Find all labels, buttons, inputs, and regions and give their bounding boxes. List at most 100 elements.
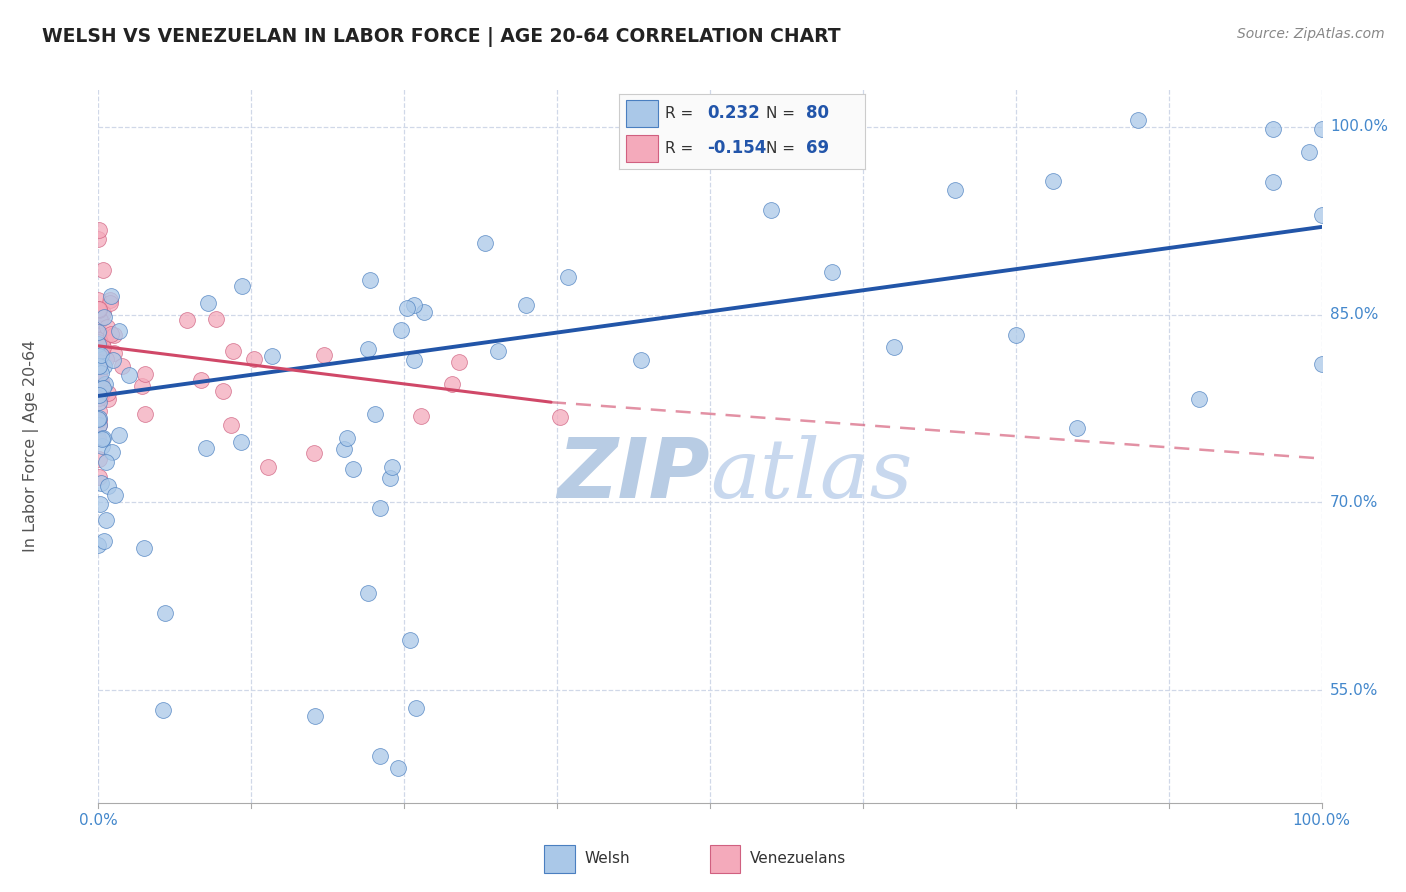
Point bbox=[87, 355, 110, 369]
Point bbox=[93, 310, 115, 324]
Point bbox=[87, 404, 110, 418]
Point bbox=[205, 312, 228, 326]
Point bbox=[304, 709, 326, 723]
Point bbox=[87, 366, 110, 380]
Point bbox=[87, 451, 110, 466]
Point bbox=[131, 379, 153, 393]
Point bbox=[89, 333, 111, 347]
Point bbox=[87, 411, 110, 425]
Point bbox=[100, 289, 122, 303]
Point bbox=[197, 296, 219, 310]
Text: Venezuelans: Venezuelans bbox=[751, 851, 846, 866]
Point bbox=[91, 262, 114, 277]
Text: N =: N = bbox=[766, 106, 796, 121]
Point bbox=[387, 761, 409, 775]
Point bbox=[107, 325, 129, 339]
Point bbox=[103, 346, 125, 360]
Point bbox=[411, 409, 433, 423]
Point bbox=[87, 293, 110, 307]
Point bbox=[557, 269, 579, 284]
Point bbox=[98, 296, 121, 310]
Point bbox=[90, 374, 112, 388]
Point bbox=[132, 541, 155, 556]
Point bbox=[93, 534, 115, 549]
Point bbox=[91, 381, 114, 395]
Point bbox=[229, 435, 252, 450]
Point bbox=[194, 441, 217, 455]
Point bbox=[89, 368, 111, 383]
Point bbox=[342, 461, 364, 475]
Point bbox=[111, 359, 134, 374]
Point bbox=[474, 236, 496, 251]
Bar bbox=[544, 845, 575, 872]
Point bbox=[402, 298, 425, 312]
Point bbox=[359, 273, 381, 287]
Point bbox=[89, 353, 111, 368]
Point bbox=[89, 391, 111, 405]
Point bbox=[256, 460, 278, 475]
Point bbox=[87, 349, 110, 363]
Point bbox=[1261, 175, 1284, 189]
Point bbox=[336, 431, 359, 445]
Point bbox=[91, 379, 114, 393]
Point bbox=[364, 408, 387, 422]
Point bbox=[97, 385, 120, 400]
Point bbox=[515, 298, 537, 312]
Point bbox=[87, 387, 110, 401]
Point bbox=[1004, 327, 1026, 342]
Point bbox=[190, 373, 212, 387]
Point bbox=[89, 384, 111, 399]
Point bbox=[368, 500, 391, 515]
Point bbox=[87, 337, 110, 351]
Point bbox=[630, 352, 652, 367]
Point bbox=[90, 476, 112, 491]
Point bbox=[412, 305, 434, 319]
Point bbox=[389, 323, 412, 337]
Bar bbox=[626, 135, 658, 161]
Point bbox=[134, 368, 156, 382]
Point bbox=[89, 498, 111, 512]
Point bbox=[87, 417, 110, 432]
Text: 100.0%: 100.0% bbox=[1292, 813, 1351, 828]
Point bbox=[91, 432, 114, 446]
Point bbox=[89, 376, 111, 390]
Point bbox=[943, 182, 966, 196]
Point bbox=[550, 409, 572, 424]
Point bbox=[87, 334, 110, 349]
Point bbox=[761, 203, 783, 218]
Point bbox=[94, 513, 117, 527]
Point bbox=[405, 701, 427, 715]
Point bbox=[1066, 421, 1088, 435]
Text: 80: 80 bbox=[806, 104, 828, 122]
Point bbox=[883, 340, 905, 354]
Text: 85.0%: 85.0% bbox=[1330, 307, 1378, 322]
Point bbox=[1261, 122, 1284, 136]
Point bbox=[87, 231, 110, 245]
Point bbox=[98, 293, 121, 308]
Point bbox=[96, 479, 118, 493]
Point bbox=[231, 278, 253, 293]
Text: 0.0%: 0.0% bbox=[79, 813, 118, 828]
Point bbox=[104, 488, 127, 502]
Point bbox=[93, 431, 115, 445]
Point bbox=[93, 340, 115, 354]
Point bbox=[152, 703, 174, 717]
Point bbox=[90, 343, 112, 357]
Point bbox=[222, 344, 245, 359]
Point bbox=[103, 327, 125, 342]
Bar bbox=[626, 100, 658, 127]
Point bbox=[87, 302, 110, 317]
Point bbox=[87, 359, 110, 374]
Point bbox=[1042, 174, 1064, 188]
Point bbox=[134, 408, 156, 422]
Text: -0.154: -0.154 bbox=[707, 139, 766, 157]
Point bbox=[89, 349, 111, 363]
Text: atlas: atlas bbox=[710, 434, 912, 515]
Point bbox=[87, 327, 110, 342]
Point bbox=[312, 348, 335, 362]
Point bbox=[87, 359, 110, 373]
Point bbox=[91, 341, 114, 355]
Point bbox=[91, 306, 114, 320]
Point bbox=[381, 459, 404, 474]
Point bbox=[90, 388, 112, 402]
